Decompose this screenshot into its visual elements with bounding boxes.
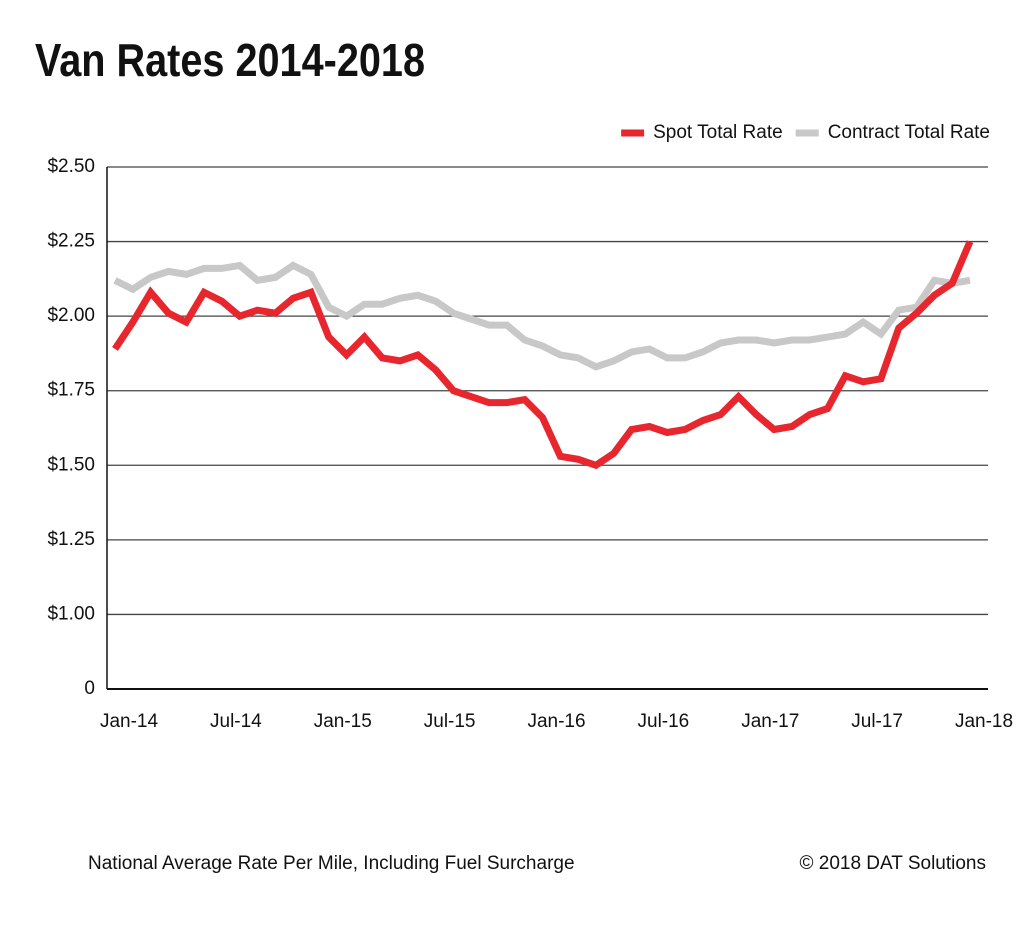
x-tick-label: Jul-16 (638, 711, 690, 732)
x-tick-label: Jan-18 (955, 711, 1013, 732)
y-tick-label: $1.00 (47, 603, 95, 624)
y-tick-label: $1.25 (47, 529, 95, 550)
y-tick-label: $2.25 (47, 231, 95, 252)
y-tick-label: $2.50 (47, 156, 95, 177)
x-tick-label: Jul-15 (424, 711, 476, 732)
credit: © 2018 DAT Solutions (799, 853, 986, 874)
series-line (112, 240, 974, 470)
x-tick-label: Jan-17 (741, 711, 799, 732)
caption: National Average Rate Per Mile, Includin… (88, 853, 575, 874)
y-tick-label: 0 (84, 678, 95, 699)
x-tick-label: Jan-14 (100, 711, 159, 732)
x-tick-label: Jan-15 (314, 711, 372, 732)
y-tick-label: $2.00 (47, 305, 95, 326)
y-tick-label: $1.50 (47, 454, 95, 475)
chart-title: Van Rates 2014-2018 (35, 34, 425, 86)
x-tick-label: Jul-17 (851, 711, 903, 732)
legend-item: Contract Total Rate (795, 122, 990, 143)
x-tick-label: Jan-16 (527, 711, 585, 732)
x-tick-label: Jul-14 (210, 711, 262, 732)
legend-item: Spot Total Rate (621, 122, 783, 143)
legend-label: Spot Total Rate (653, 122, 783, 143)
legend-label: Contract Total Rate (828, 122, 990, 143)
series-line (113, 261, 971, 371)
y-tick-label: $1.75 (47, 380, 95, 401)
